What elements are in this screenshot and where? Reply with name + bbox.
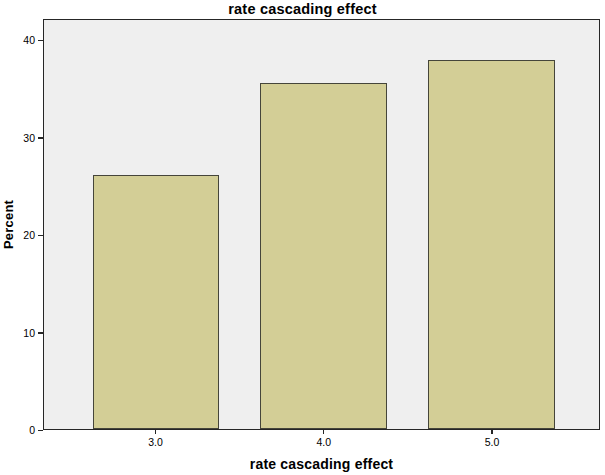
chart-title: rate cascading effect — [0, 1, 605, 17]
x-tick-mark — [491, 430, 493, 434]
bar-5.0 — [428, 60, 555, 429]
x-tick-label: 5.0 — [470, 436, 514, 448]
bar-chart-figure: rate cascading effect Percent 010203040 … — [0, 0, 605, 475]
bar-3.0 — [93, 175, 220, 429]
x-tick-label: 3.0 — [134, 436, 178, 448]
y-tick-label: 0 — [29, 423, 35, 437]
x-axis-title: rate cascading effect — [43, 456, 600, 472]
x-tick-mark — [155, 430, 157, 434]
y-tick-label: 30 — [23, 131, 35, 145]
y-tick-label: 10 — [23, 326, 35, 340]
plot-area — [43, 19, 600, 430]
x-tick-mark — [323, 430, 325, 434]
bar-4.0 — [260, 83, 387, 429]
x-tick-label: 4.0 — [302, 436, 346, 448]
y-tick-label: 20 — [23, 228, 35, 242]
x-axis: rate cascading effect 3.0 4.0 5.0 — [43, 430, 600, 475]
y-tick-label: 40 — [23, 33, 35, 47]
y-axis: 010203040 — [0, 19, 43, 430]
